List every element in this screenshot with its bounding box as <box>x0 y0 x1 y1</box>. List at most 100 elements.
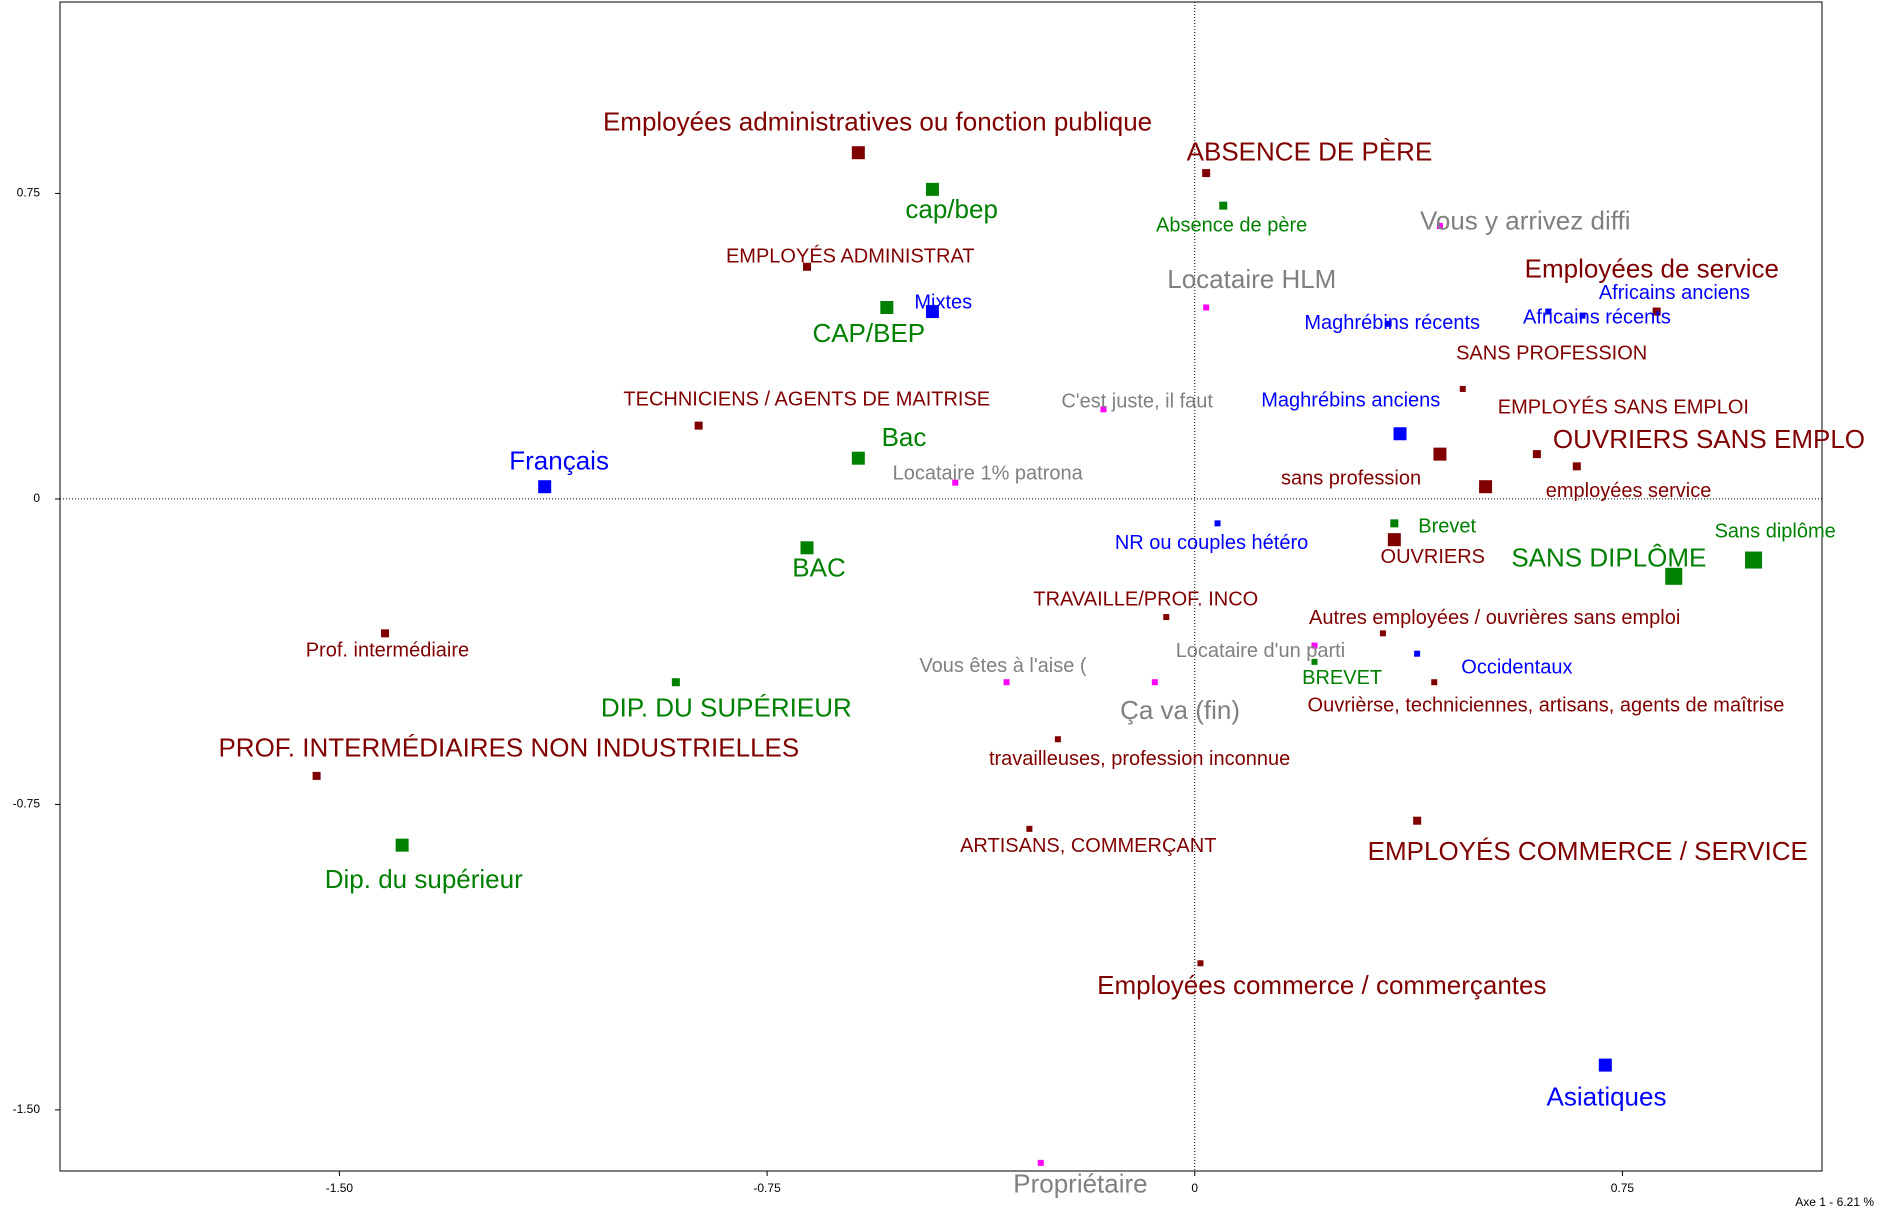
point-marker <box>1390 519 1399 528</box>
point-label: PROF. INTERMÉDIAIRES NON INDUSTRIELLES <box>218 732 799 762</box>
y-tick-label: -0.75 <box>13 797 41 811</box>
y-tick-label: 0 <box>33 491 40 505</box>
point-marker <box>1163 614 1170 621</box>
point-label: SANS PROFESSION <box>1456 342 1647 364</box>
point-marker <box>671 678 680 687</box>
point-label: Bac <box>882 422 927 452</box>
x-tick-label: 0 <box>1191 1181 1198 1195</box>
point-marker <box>1413 816 1422 825</box>
point-marker <box>1431 679 1438 686</box>
point-marker <box>1379 630 1386 637</box>
point-marker <box>538 480 552 494</box>
point-label: Africains anciens <box>1599 282 1750 304</box>
point-marker <box>381 629 390 638</box>
point-label: OUVRIERS <box>1381 546 1485 568</box>
point-marker <box>851 146 865 160</box>
point-label: Vous êtes à l'aise ( <box>919 655 1087 677</box>
point-label: Locataire d'un parti <box>1176 640 1345 662</box>
point-marker <box>1151 679 1158 686</box>
y-tick-label: -1.50 <box>13 1102 41 1116</box>
point-marker <box>1003 679 1010 686</box>
point-label: Employées administratives ou fonction pu… <box>603 107 1152 137</box>
point-marker <box>952 479 959 486</box>
point-marker <box>1385 320 1392 327</box>
x-tick-label: -0.75 <box>753 1181 781 1195</box>
point-label: EMPLOYÉS ADMINISTRAT <box>726 244 975 267</box>
point-marker <box>1579 312 1586 319</box>
point-marker <box>1598 1058 1612 1072</box>
point-marker <box>312 771 321 780</box>
point-marker <box>1387 533 1401 547</box>
point-label: Employées commerce / commerçantes <box>1097 970 1546 1000</box>
point-label: SANS DIPLÔME <box>1511 542 1706 572</box>
plot-frame <box>59 1 1823 1172</box>
point-marker <box>1026 825 1033 832</box>
point-marker <box>1202 169 1211 178</box>
point-marker <box>395 838 409 852</box>
point-label: Locataire 1% patrona <box>893 463 1084 485</box>
point-marker <box>1459 385 1466 392</box>
point-label: Ouvrièrse, techniciennes, artisans, agen… <box>1308 695 1785 717</box>
point-marker <box>1197 960 1204 967</box>
point-label: cap/bep <box>905 194 998 224</box>
point-label: ABSENCE DE PÈRE <box>1187 137 1433 167</box>
point-label: Maghrébins récents <box>1304 312 1480 334</box>
point-label: Africains récents <box>1523 306 1671 328</box>
point-marker <box>1037 1159 1044 1166</box>
point-label: Propriétaire <box>1013 1169 1147 1199</box>
point-label: C'est juste, il faut <box>1061 390 1213 412</box>
point-marker <box>1436 223 1443 230</box>
point-label: Sans diplôme <box>1715 521 1836 543</box>
point-label: sans profession <box>1281 468 1421 490</box>
point-marker <box>1665 567 1683 585</box>
y-tick-label: 0.75 <box>17 186 41 200</box>
point-marker <box>1745 551 1763 569</box>
point-label: Mixtes <box>914 291 972 313</box>
point-label: BAC <box>792 552 845 582</box>
point-label: travailleuses, profession inconnue <box>989 748 1290 770</box>
point-marker <box>1100 406 1107 413</box>
point-marker <box>925 182 939 196</box>
point-label: NR ou couples hétéro <box>1115 532 1308 554</box>
point-label: OUVRIERS SANS EMPLO <box>1553 424 1865 454</box>
point-marker <box>1572 462 1581 471</box>
point-label: Asiatiques <box>1547 1082 1667 1112</box>
point-label: DIP. DU SUPÉRIEUR <box>601 693 852 723</box>
point-marker <box>694 421 703 430</box>
x-axis-label: Axe 1 - 6.21 % <box>1795 1195 1874 1209</box>
point-marker <box>925 305 939 319</box>
point-label: Prof. intermédiaire <box>306 640 469 662</box>
point-marker <box>1652 307 1661 316</box>
point-label: Absence de père <box>1156 214 1307 236</box>
point-marker <box>1054 736 1061 743</box>
point-label: Locataire HLM <box>1167 264 1336 294</box>
point-marker <box>1545 308 1552 315</box>
point-marker <box>1214 520 1221 527</box>
point-marker <box>1393 427 1407 441</box>
point-label: Ça va (fin) <box>1120 695 1240 725</box>
point-label: Vous y arrivez diffi <box>1420 205 1631 235</box>
point-marker <box>1219 201 1228 210</box>
point-label: Occidentaux <box>1461 656 1572 678</box>
point-marker <box>1311 642 1318 649</box>
point-label: Employées de service <box>1525 254 1779 284</box>
point-label: TECHNICIENS / AGENTS DE MAITRISE <box>623 389 990 411</box>
point-marker <box>1203 304 1210 311</box>
point-label: TRAVAILLE/PROF. INCO <box>1033 589 1258 611</box>
point-label: CAP/BEP <box>812 318 925 348</box>
point-label: Autres employées / ouvrières sans emploi <box>1309 607 1680 629</box>
point-marker <box>1532 450 1541 459</box>
x-tick-label: -1.50 <box>326 1181 354 1195</box>
point-label: EMPLOYÉS SANS EMPLOI <box>1498 396 1749 419</box>
point-label: employées service <box>1546 480 1712 502</box>
point-label: Dip. du supérieur <box>325 864 523 894</box>
point-label: EMPLOYÉS COMMERCE / SERVICE <box>1368 836 1808 866</box>
x-tick-label: 0.75 <box>1611 1181 1635 1195</box>
point-label: ARTISANS, COMMERÇANT <box>960 835 1216 857</box>
point-marker <box>1311 658 1318 665</box>
point-marker <box>1479 480 1493 494</box>
point-label: Français <box>509 446 609 476</box>
point-marker <box>851 451 865 465</box>
point-label: Brevet <box>1418 515 1476 537</box>
